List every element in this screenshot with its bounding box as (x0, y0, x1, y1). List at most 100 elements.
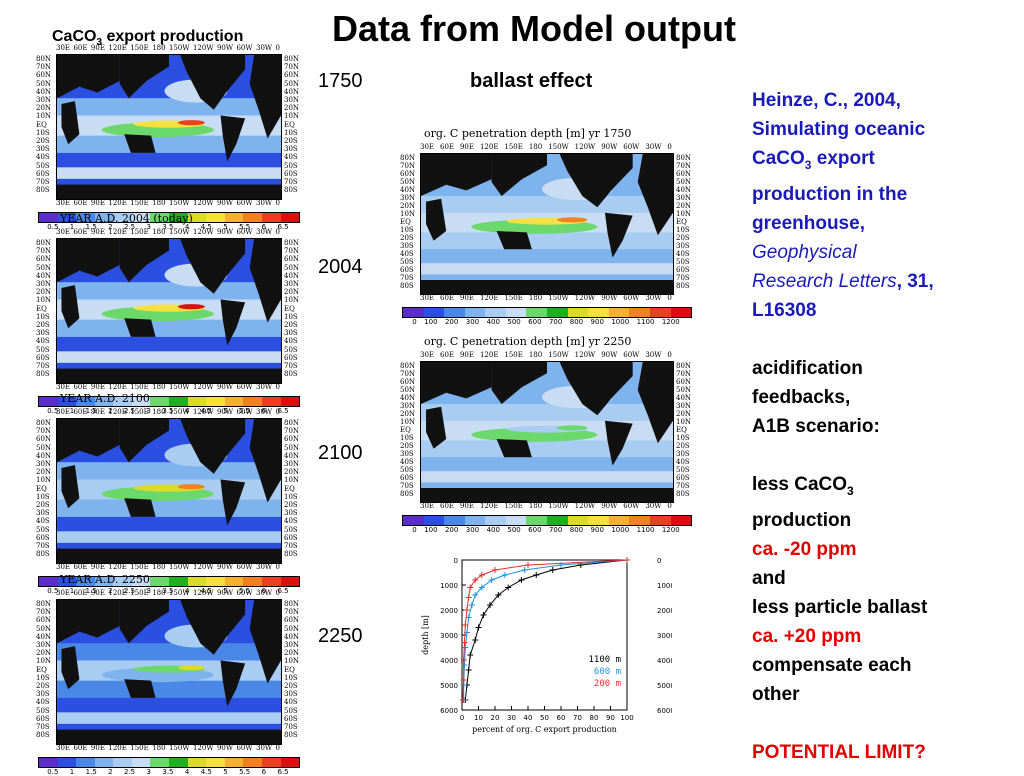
left-map-3-lon-label: 120W (192, 744, 214, 752)
left-map-3-colorbar-swatch (57, 758, 77, 767)
right-map-0-lon-label: 30E (420, 294, 435, 302)
left-map-2-colorbar-tick: 5.5 (239, 587, 251, 595)
series-point (475, 624, 482, 631)
left-map-0-lat-label: 30N (284, 96, 300, 105)
right-map-1-colorbar-tick: 0 (412, 526, 417, 534)
left-map-2-colorbar-swatch (224, 577, 244, 586)
citation-line-5: greenhouse, (752, 212, 865, 234)
left-map-0-lon-label: 60W (236, 44, 253, 52)
left-map-1-colorbar-swatch (169, 397, 188, 406)
left-map-2-colorbar-tick: 5 (223, 587, 228, 595)
left-map-0-colorbar-swatch (57, 213, 77, 222)
left-map-2-lon-label: 60W (236, 563, 253, 571)
right-map-1-lat-label: 80S (676, 490, 690, 498)
right-map-1-map (420, 361, 674, 503)
left-map-3-lon-label: 150W (168, 744, 190, 752)
compensate-line: compensate each (752, 654, 912, 676)
left-map-1-lon-label: 0 (275, 228, 280, 236)
left-map-3-caption: YEAR A.D. 2250 (60, 573, 150, 586)
left-map-0-lon-label: 0 (275, 199, 280, 207)
right-map-1-colorbar-tick: 1100 (636, 526, 655, 534)
series-point (492, 567, 498, 573)
x-tick-label: 50 (540, 714, 549, 722)
right-map-1-lat-label: 60N (676, 378, 692, 386)
left-map-1-lon-label: 120W (192, 383, 214, 391)
right-map-0-lon-label: 120E (479, 143, 499, 151)
right-map-1-colorbar-tick: 900 (590, 526, 604, 534)
right-map-0-colorbar-swatch (547, 308, 568, 317)
left-map-2-lat-label: 50S (284, 525, 298, 534)
right-map-0-lat-label: 30N (676, 194, 692, 202)
left-map-1-colorbar-swatch (206, 397, 225, 406)
left-map-0-lat-label: 50N (284, 79, 300, 88)
left-map-1-colorbar-swatch (224, 397, 244, 406)
citation-line-4: production in the (752, 183, 908, 205)
less-ballast-line: less particle ballast (752, 596, 928, 618)
series-point (488, 577, 495, 583)
left-map-2-lat-label: 30N (36, 460, 52, 469)
left-map-3-colorbar (38, 757, 300, 768)
left-map-1-caption: YEAR A.D. 2004 (today) (60, 212, 193, 225)
right-map-0-colorbar-swatch (444, 308, 465, 317)
left-map-2-lat-label: 60N (36, 435, 52, 444)
left-map-2-lon-label: 120E (108, 563, 127, 571)
left-map-0-lon-label: 90W (216, 199, 234, 207)
left-map-3-lat-label: 70S (36, 723, 50, 732)
left-map-0-colorbar-tick: 2.5 (124, 223, 136, 231)
y-tick-label-right: 4000 (657, 657, 672, 665)
left-map-3-lat-label: 20N (36, 649, 52, 658)
left-map-0-lon-label: 0 (275, 44, 280, 52)
left-map-0-lat-label: 10S (36, 128, 50, 137)
y-axis-label: depth [m] (421, 615, 430, 655)
header-sub: 3 (96, 37, 103, 49)
right-map-0-lon-label: 150W (548, 294, 569, 302)
left-map-1-colorbar-swatch (243, 397, 262, 406)
right-map-0-lon-top: 30E 60E 90E 120E 150E 180 150W 120W 90W 60W 30W 0 (420, 143, 672, 151)
left-map-1-colorbar-tick: 5 (223, 407, 228, 415)
left-map-0-lon-label: 150W (168, 44, 190, 52)
left-map-0-lat-label: 70S (36, 178, 50, 187)
left-map-3-lat-label: 70S (284, 723, 298, 732)
left-map-3-lat-label: 10S (36, 673, 50, 682)
left-map-0-lon-label: 60E (73, 44, 88, 52)
right-map-0-lat-label: 10N (676, 210, 692, 218)
left-map-1-colorbar-swatch (94, 397, 114, 406)
right-map-1-lat-label: 20N (400, 410, 416, 418)
left-map-0-colorbar-tick: 1.5 (85, 223, 97, 231)
left-map-0-lon-label: 60W (236, 199, 253, 207)
left-map-1-lon-label: 30E (56, 228, 71, 236)
right-map-1-lat-label: 20S (676, 442, 690, 450)
right-map-0-colorbar-swatch (608, 308, 630, 317)
left-map-2-lat-label: 50N (36, 443, 52, 452)
left-map-3-colorbar-tick: 0.5 (47, 768, 59, 776)
left-map-0-lat-label: 80S (36, 186, 50, 195)
y-tick-label: 3000 (440, 632, 458, 640)
right-map-0-colorbar-tick: 200 (444, 318, 459, 326)
right-map-0-lat-label: 70S (676, 274, 690, 282)
left-map-3-lon-label: 120E (108, 744, 127, 752)
right-map-0-lon-label: 150E (504, 294, 523, 302)
left-map-2-lat-label: 10N (36, 476, 52, 485)
journal-name: Research Letters (752, 270, 897, 292)
right-map-0-colorbar-swatch (526, 308, 548, 317)
y-tick-label: 5000 (440, 682, 458, 690)
right-map-1-colorbar-swatch (670, 516, 692, 525)
other-line: other (752, 683, 800, 705)
right-map-1-lon-label: 120E (479, 502, 499, 510)
left-map-1-colorbar-tick: 3 (146, 407, 151, 415)
left-map-3-lat-right: 80N 70N 60N 50N 40N 30N 20N 10N EQ 10S 20S 30S 40S 50… (284, 600, 299, 739)
series-point (525, 562, 531, 568)
left-map-0-map-field (57, 55, 281, 199)
right-map-0-lon-label: 120E (479, 294, 499, 302)
left-map-0-lon-label: 120W (192, 199, 214, 207)
right-map-1-lat-label: 10N (676, 418, 692, 426)
right-map-0-lon-label: 30E (420, 143, 435, 151)
left-map-0-lat-label: 70N (284, 63, 300, 72)
left-map-0-lat-label: 30N (36, 96, 52, 105)
left-map-1-lat-label: 20S (284, 321, 298, 330)
citation-export: export (811, 148, 875, 169)
right-map-0-colorbar-tick: 1100 (636, 318, 655, 326)
journal-line-2: Research Letters, 31, (752, 267, 1020, 296)
right-map-0-lon-label: 0 (667, 143, 672, 151)
right-map-1-lon-label: 90E (459, 351, 474, 359)
